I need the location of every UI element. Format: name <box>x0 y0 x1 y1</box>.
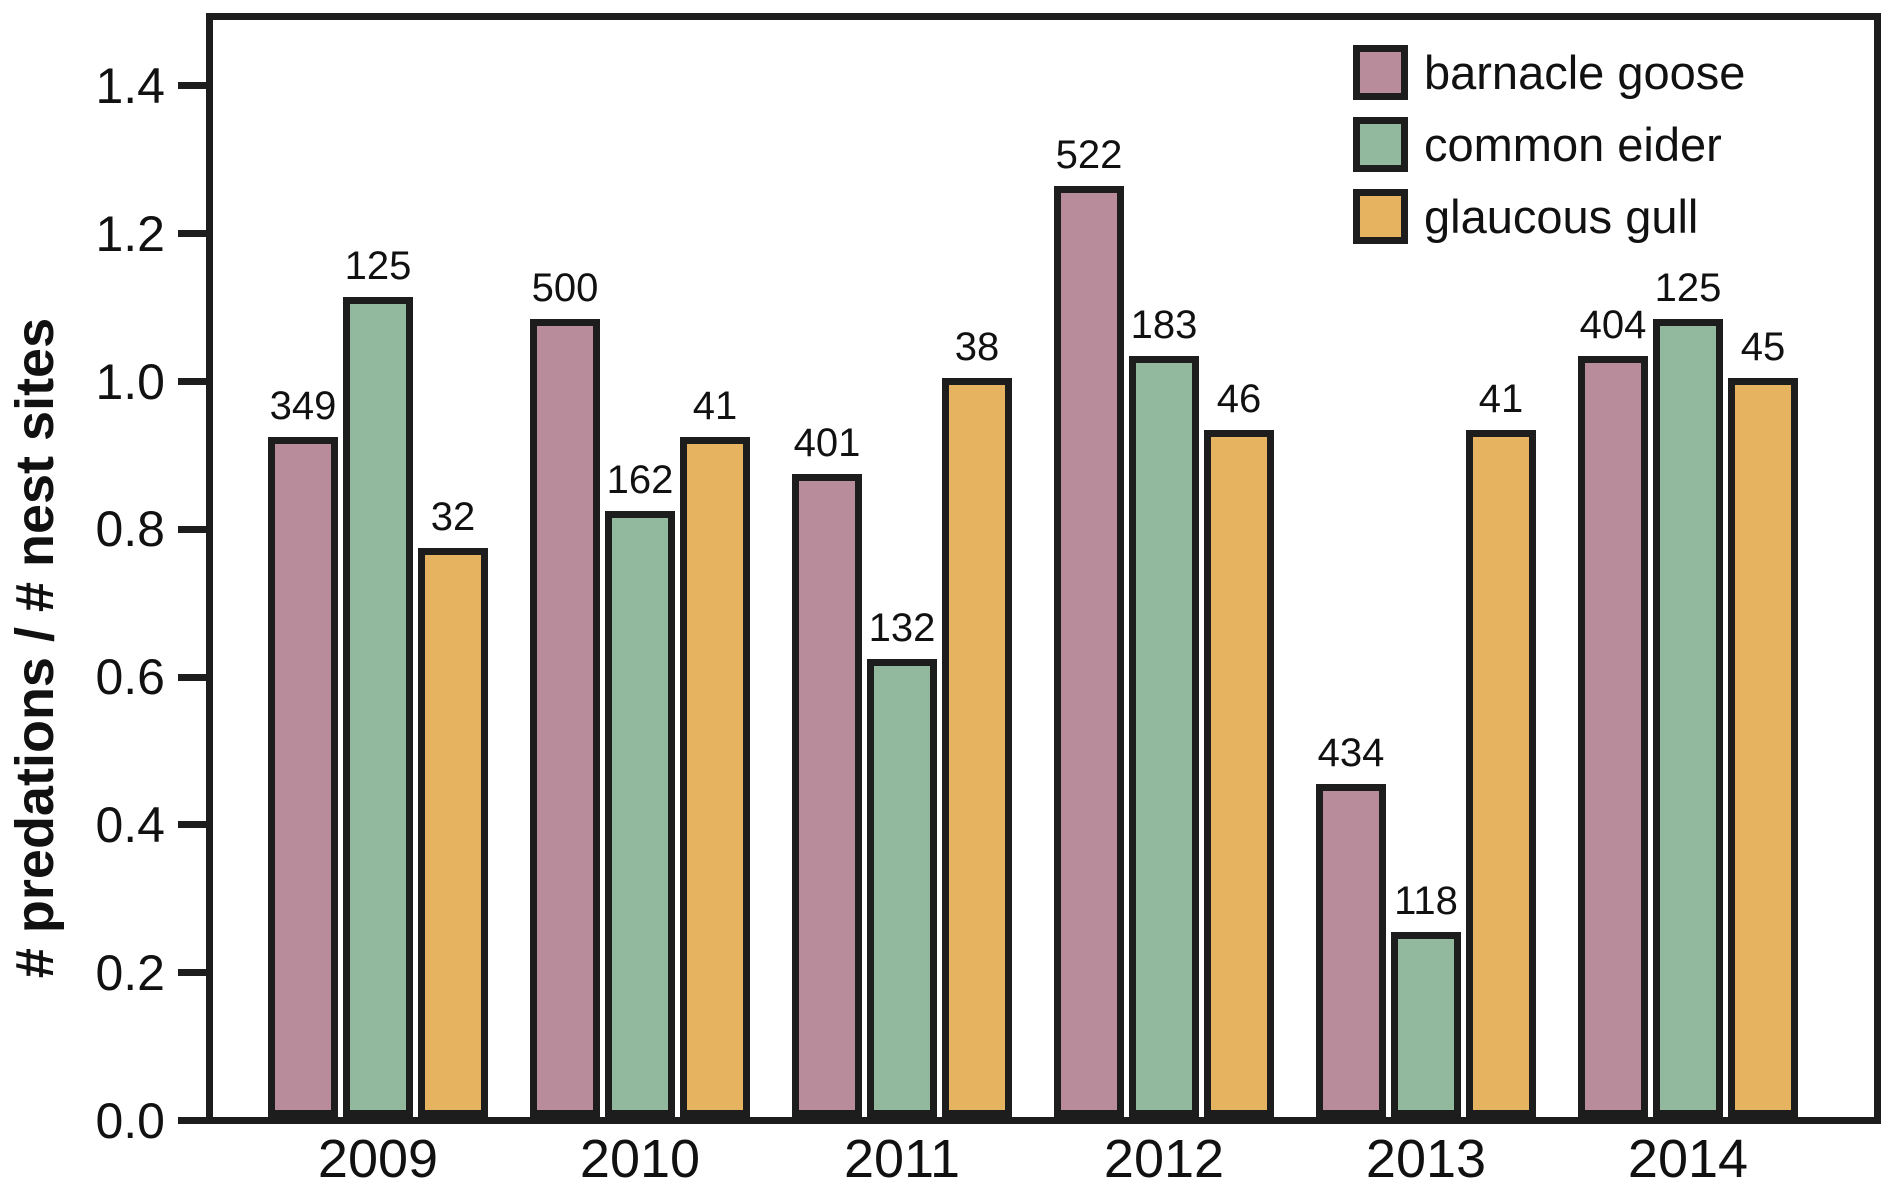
x-tick-label-2009: 2009 <box>317 1129 439 1189</box>
x-tick-label-2011: 2011 <box>843 1129 961 1189</box>
legend-swatch-common-eider <box>1353 117 1408 172</box>
bar-value-label: 45 <box>1740 325 1786 369</box>
bar-value-label: 38 <box>954 325 1000 369</box>
bar-value-label: 522 <box>1055 133 1123 177</box>
y-tick-mark <box>178 821 206 828</box>
y-tick-label: 0.0 <box>95 1093 165 1149</box>
bar-value-label: 125 <box>1654 266 1722 310</box>
bar-2010-barnacle-goose <box>530 319 600 1117</box>
x-tick-label-2014: 2014 <box>1627 1129 1749 1189</box>
bar-2014-glaucous-gull <box>1728 378 1798 1117</box>
bar-2011-glaucous-gull <box>942 378 1012 1117</box>
y-tick-mark <box>178 1117 206 1124</box>
bar-2011-common-eider <box>867 659 937 1117</box>
legend-label: barnacle goose <box>1424 46 1746 99</box>
bar-value-label: 500 <box>531 266 599 310</box>
legend-row-barnacle-goose: barnacle goose <box>1353 45 1745 100</box>
bar-value-label: 32 <box>430 495 476 539</box>
x-tick-label-2013: 2013 <box>1365 1129 1487 1189</box>
y-tick-label: 0.8 <box>95 501 165 557</box>
bar-2014-common-eider <box>1653 319 1723 1117</box>
x-tick-label-2010: 2010 <box>579 1129 701 1189</box>
legend-swatch-barnacle-goose <box>1353 45 1408 100</box>
legend-swatch-glaucous-gull <box>1353 189 1408 244</box>
bar-2010-common-eider <box>605 511 675 1117</box>
y-tick-label: 0.2 <box>95 945 165 1001</box>
bar-value-label: 349 <box>269 384 337 428</box>
bar-2012-common-eider <box>1129 356 1199 1117</box>
y-tick-label: 1.2 <box>95 206 165 262</box>
legend-label: glaucous gull <box>1424 190 1699 243</box>
bar-value-label: 125 <box>344 244 412 288</box>
bar-value-label: 434 <box>1317 731 1385 775</box>
legend: barnacle goose common eider glaucous gull <box>1353 45 1745 244</box>
y-tick-mark <box>178 674 206 681</box>
legend-row-glaucous-gull: glaucous gull <box>1353 189 1745 244</box>
bar-2012-barnacle-goose <box>1054 186 1124 1117</box>
y-tick-mark <box>178 82 206 89</box>
bar-value-label: 41 <box>692 384 738 428</box>
y-tick-label: 0.4 <box>95 797 165 853</box>
bar-2012-glaucous-gull <box>1204 430 1274 1117</box>
y-tick-label: 1.0 <box>95 354 165 410</box>
bar-value-label: 132 <box>868 606 936 650</box>
bar-2011-barnacle-goose <box>792 474 862 1117</box>
bar-value-label: 183 <box>1130 303 1198 347</box>
y-tick-mark <box>178 969 206 976</box>
y-tick-mark <box>178 526 206 533</box>
bar-value-label: 162 <box>606 458 674 502</box>
y-tick-label: 0.6 <box>95 649 165 705</box>
y-tick-mark <box>178 378 206 385</box>
bar-2010-glaucous-gull <box>680 437 750 1117</box>
bar-2013-common-eider <box>1391 932 1461 1117</box>
bar-value-label: 118 <box>1394 879 1458 923</box>
bar-2009-barnacle-goose <box>268 437 338 1117</box>
y-axis-title: # predations / # nest sites <box>5 317 65 979</box>
y-tick-label: 1.4 <box>95 58 165 114</box>
bar-value-label: 41 <box>1478 377 1524 421</box>
bar-2013-glaucous-gull <box>1466 430 1536 1117</box>
plot-area: 349 500 401 522 434 404 125 162 132 183 118 125 32 41… <box>206 13 1881 1124</box>
legend-label: common eider <box>1424 118 1722 171</box>
bar-value-label: 401 <box>793 421 861 465</box>
bar-2009-glaucous-gull <box>418 548 488 1117</box>
bar-2009-common-eider <box>343 297 413 1117</box>
y-tick-mark <box>178 230 206 237</box>
legend-row-common-eider: common eider <box>1353 117 1745 172</box>
bar-2013-barnacle-goose <box>1316 784 1386 1117</box>
bar-value-label: 404 <box>1579 303 1647 347</box>
plot-inner: 349 500 401 522 434 404 125 162 132 183 118 125 32 41… <box>213 20 1874 1117</box>
x-tick-label-2012: 2012 <box>1103 1129 1225 1189</box>
bar-2014-barnacle-goose <box>1578 356 1648 1117</box>
bar-value-label: 46 <box>1216 377 1262 421</box>
